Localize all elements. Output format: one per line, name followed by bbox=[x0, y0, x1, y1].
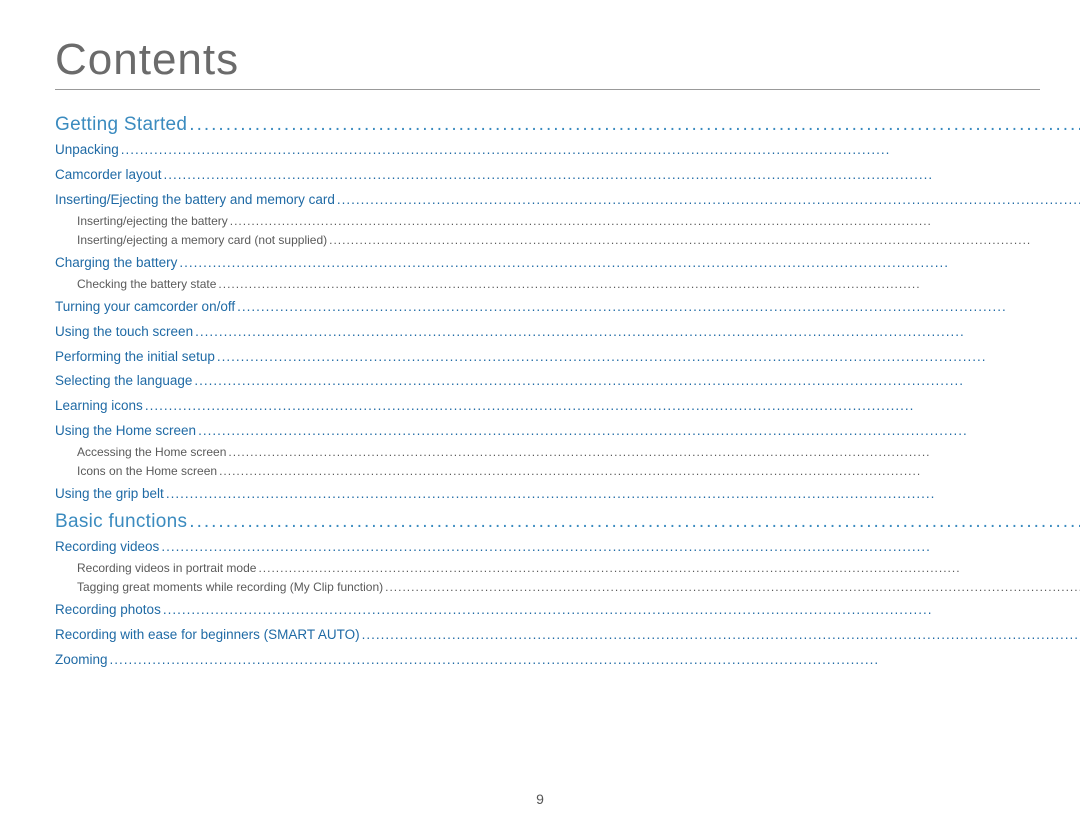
toc-label: Inserting/ejecting a memory card (not su… bbox=[77, 231, 327, 249]
toc-leader-dots bbox=[161, 537, 1080, 558]
toc-label: Getting Started bbox=[55, 114, 187, 136]
toc-entry[interactable]: Using the grip belt35 bbox=[55, 484, 1080, 505]
toc-leader-dots bbox=[163, 600, 1080, 621]
toc-entry[interactable]: Recording photos41 bbox=[55, 600, 1080, 621]
toc-leader-dots bbox=[337, 190, 1080, 211]
toc-label: Using the Home screen bbox=[55, 421, 196, 442]
toc-leader-dots bbox=[164, 165, 1080, 186]
toc-entry[interactable]: Inserting/ejecting the battery15 bbox=[55, 212, 1080, 230]
toc-entry[interactable]: Using the Home screen34 bbox=[55, 421, 1080, 442]
toc-leader-dots bbox=[194, 371, 1080, 392]
page-number: 9 bbox=[0, 791, 1080, 807]
toc-leader-dots bbox=[189, 511, 1080, 533]
toc-leader-dots bbox=[362, 625, 1080, 646]
toc-leader-dots bbox=[329, 231, 1080, 249]
toc-entry[interactable]: Icons on the Home screen34 bbox=[55, 462, 1080, 480]
toc-leader-dots bbox=[166, 484, 1080, 505]
toc-leader-dots bbox=[110, 650, 1080, 671]
toc-label: Performing the initial setup bbox=[55, 347, 215, 368]
toc-entry[interactable]: Recording videos in portrait mode39 bbox=[55, 559, 1080, 577]
toc-label: Recording with ease for beginners (SMART… bbox=[55, 625, 360, 646]
toc-label: Tagging great moments while recording (M… bbox=[77, 578, 383, 596]
page-title: Contents bbox=[55, 35, 1040, 85]
toc-entry[interactable]: Accessing the Home screen34 bbox=[55, 443, 1080, 461]
toc-entry[interactable]: Unpacking12 bbox=[55, 140, 1080, 161]
toc-column-left: Getting Started11 Unpacking12 Camcorder la… bbox=[55, 108, 1080, 671]
toc-entry[interactable]: Turning your camcorder on/off24 bbox=[55, 297, 1080, 318]
toc-entry[interactable]: Basic functions36 bbox=[55, 511, 1080, 533]
toc-label: Selecting the language bbox=[55, 371, 192, 392]
toc-leader-dots bbox=[217, 347, 1080, 368]
toc-leader-dots bbox=[198, 421, 1080, 442]
toc-entry[interactable]: Learning icons30 bbox=[55, 396, 1080, 417]
toc-label: Turning your camcorder on/off bbox=[55, 297, 235, 318]
toc-label: Using the grip belt bbox=[55, 484, 164, 505]
toc-leader-dots bbox=[189, 114, 1080, 136]
toc-entry[interactable]: Selecting the language29 bbox=[55, 371, 1080, 392]
toc-leader-dots bbox=[258, 559, 1080, 577]
toc-label: Learning icons bbox=[55, 396, 143, 417]
toc-columns: Getting Started11Unpacking12Camcorder la… bbox=[55, 108, 1040, 671]
toc-entry[interactable]: Checking the battery state21 bbox=[55, 275, 1080, 293]
toc-entry[interactable]: Zooming43 bbox=[55, 650, 1080, 671]
toc-leader-dots bbox=[385, 578, 1080, 596]
toc-leader-dots bbox=[237, 297, 1080, 318]
toc-leader-dots bbox=[228, 443, 1080, 461]
toc-leader-dots bbox=[179, 253, 1080, 274]
toc-label: Camcorder layout bbox=[55, 165, 162, 186]
toc-label: Recording videos bbox=[55, 537, 159, 558]
toc-label: Accessing the Home screen bbox=[77, 443, 226, 461]
toc-entry[interactable]: Using the touch screen25 bbox=[55, 322, 1080, 343]
toc-label: Using the touch screen bbox=[55, 322, 193, 343]
toc-leader-dots bbox=[195, 322, 1080, 343]
toc-leader-dots bbox=[121, 140, 1080, 161]
toc-entry[interactable]: Getting Started11 bbox=[55, 114, 1080, 136]
toc-leader-dots bbox=[219, 462, 1080, 480]
toc-leader-dots bbox=[230, 212, 1080, 230]
toc-label: Recording photos bbox=[55, 600, 161, 621]
toc-entry[interactable]: Performing the initial setup28 bbox=[55, 347, 1080, 368]
toc-label: Icons on the Home screen bbox=[77, 462, 217, 480]
toc-label: Inserting/Ejecting the battery and memor… bbox=[55, 190, 335, 211]
toc-entry[interactable]: Recording videos37 bbox=[55, 537, 1080, 558]
toc-entry[interactable]: Inserting/Ejecting the battery and memor… bbox=[55, 190, 1080, 211]
toc-entry[interactable]: Camcorder layout13 bbox=[55, 165, 1080, 186]
toc-label: Unpacking bbox=[55, 140, 119, 161]
toc-entry[interactable]: Recording with ease for beginners (SMART… bbox=[55, 625, 1080, 646]
toc-entry[interactable]: Tagging great moments while recording (M… bbox=[55, 578, 1080, 596]
toc-leader-dots bbox=[145, 396, 1080, 417]
divider bbox=[55, 89, 1040, 90]
toc-label: Inserting/ejecting the battery bbox=[77, 212, 228, 230]
toc-label: Checking the battery state bbox=[77, 275, 216, 293]
toc-label: Recording videos in portrait mode bbox=[77, 559, 256, 577]
toc-label: Zooming bbox=[55, 650, 108, 671]
toc-entry[interactable]: Charging the battery20 bbox=[55, 253, 1080, 274]
toc-entry[interactable]: Inserting/ejecting a memory card (not su… bbox=[55, 231, 1080, 249]
toc-label: Basic functions bbox=[55, 511, 187, 533]
toc-leader-dots bbox=[218, 275, 1080, 293]
toc-label: Charging the battery bbox=[55, 253, 177, 274]
